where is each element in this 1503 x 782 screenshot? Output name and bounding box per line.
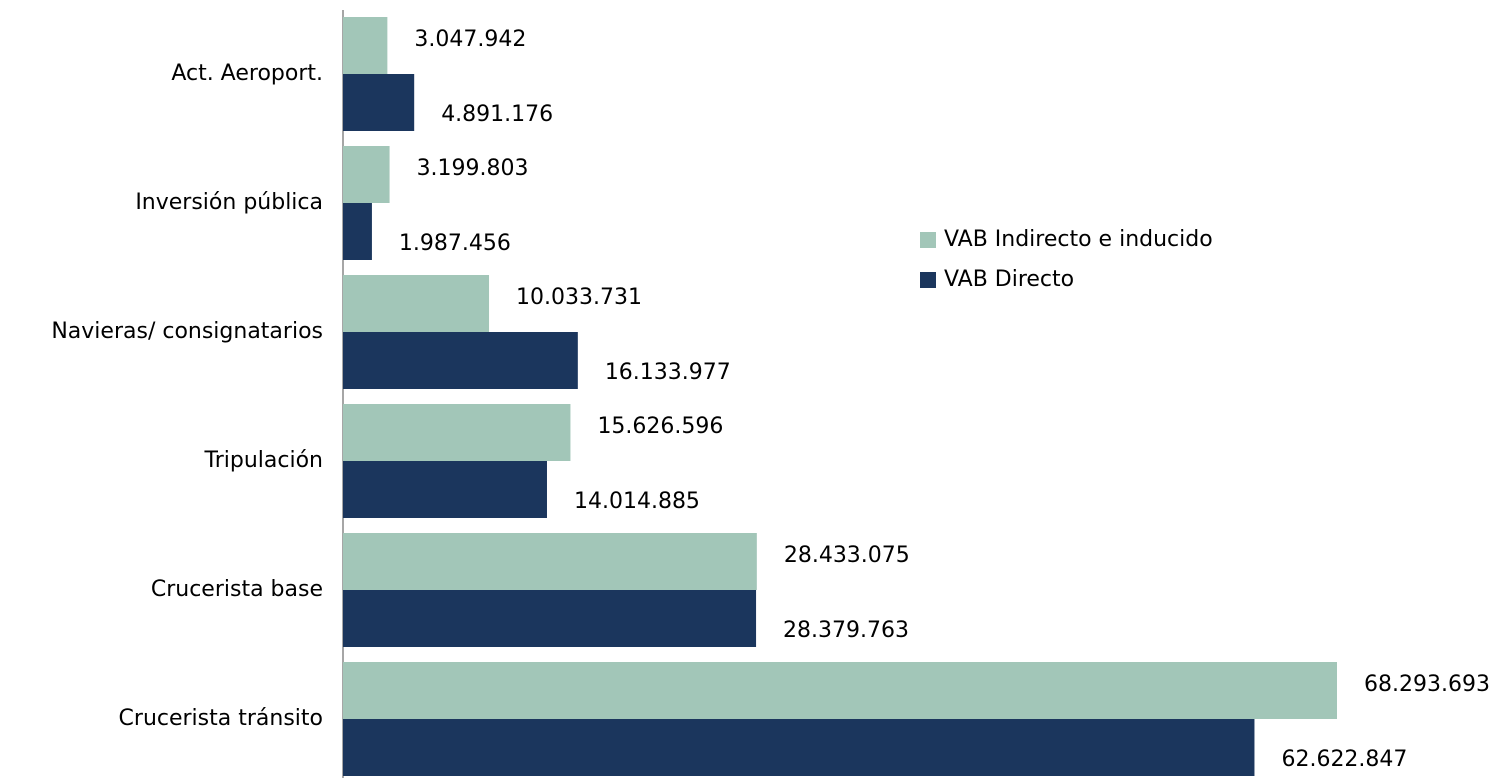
legend-label: VAB Indirecto e inducido	[944, 227, 1213, 252]
bar	[343, 533, 757, 590]
bar	[343, 146, 390, 203]
bar	[343, 17, 388, 74]
value-label: 62.622.847	[1281, 747, 1407, 772]
category-label: Crucerista tránsito	[119, 706, 323, 731]
bar	[343, 203, 372, 260]
bar	[343, 662, 1337, 719]
bar	[343, 404, 571, 461]
value-label: 1.987.456	[399, 231, 511, 256]
value-label: 15.626.596	[597, 414, 723, 439]
bar	[343, 74, 415, 131]
bar	[343, 332, 578, 389]
bar	[343, 461, 547, 518]
value-label: 28.433.075	[784, 543, 910, 568]
legend-swatch	[920, 232, 936, 248]
value-label: 4.891.176	[441, 102, 553, 127]
legend-swatch	[920, 272, 936, 288]
bar	[343, 275, 490, 332]
value-label: 3.047.942	[414, 27, 526, 52]
value-label: 14.014.885	[574, 489, 700, 514]
bar	[343, 719, 1255, 776]
category-label: Tripulación	[204, 448, 323, 473]
category-label: Navieras/ consignatarios	[51, 319, 323, 344]
category-label: Inversión pública	[135, 190, 323, 215]
value-label: 10.033.731	[516, 285, 642, 310]
category-label: Act. Aeroport.	[171, 61, 323, 86]
bar	[343, 590, 757, 647]
category-label: Crucerista base	[151, 577, 323, 602]
value-label: 28.379.763	[783, 618, 909, 643]
legend-label: VAB Directo	[944, 267, 1074, 292]
value-label: 16.133.977	[605, 360, 731, 385]
value-label: 3.199.803	[417, 156, 529, 181]
value-label: 68.293.693	[1364, 672, 1490, 697]
